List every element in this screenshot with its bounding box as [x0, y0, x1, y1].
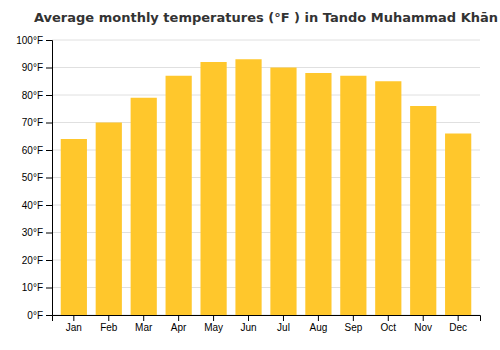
tick-mark: [73, 315, 74, 321]
bar: [200, 62, 226, 315]
axis-line: [53, 316, 481, 322]
tick-label: Mar: [135, 322, 153, 333]
axis-line: [46, 41, 53, 316]
tick: 10°F: [22, 282, 52, 293]
grid: [52, 40, 480, 315]
tick-mark: [283, 315, 284, 321]
tick-label: 60°F: [22, 145, 43, 156]
bar: [305, 73, 331, 315]
tick: Nov: [414, 315, 432, 333]
tick: Feb: [100, 315, 118, 333]
tick: Dec: [449, 315, 467, 333]
tick-mark: [46, 123, 52, 124]
tick: Jul: [277, 315, 290, 333]
tick: 50°F: [22, 172, 52, 183]
bar: [235, 59, 261, 315]
chart: 0°F 10°F 20°F 30°F 40°F 50°F 60°F 70°F 80°F 90°F 1…: [0, 0, 500, 350]
tick-label: 90°F: [22, 62, 43, 73]
tick-mark: [46, 68, 52, 69]
tick-mark: [46, 150, 52, 151]
tick: 0°F: [27, 310, 52, 321]
grid-line: [52, 67, 480, 68]
tick-mark: [318, 315, 319, 321]
tick: 90°F: [22, 62, 52, 73]
tick-label: May: [204, 322, 223, 333]
tick-mark: [458, 315, 459, 321]
tick: May: [204, 315, 223, 333]
tick-mark: [143, 315, 144, 321]
tick: 40°F: [22, 200, 52, 211]
plot-area: 0°F 10°F 20°F 30°F 40°F 50°F 60°F 70°F 80°F 90°F 1…: [16, 35, 480, 333]
tick-mark: [46, 288, 52, 289]
grid-line: [52, 40, 480, 41]
tick-label: Jun: [240, 322, 256, 333]
tick-mark: [46, 95, 52, 96]
bar: [96, 123, 122, 316]
tick: 100°F: [16, 35, 52, 46]
tick-mark: [46, 260, 52, 261]
tick-mark: [46, 178, 52, 179]
tick-label: Aug: [310, 322, 328, 333]
tick: Sep: [344, 315, 362, 333]
tick-label: Dec: [449, 322, 467, 333]
tick-label: Jul: [277, 322, 290, 333]
tick-label: 10°F: [22, 282, 43, 293]
tick-mark: [353, 315, 354, 321]
tick: 20°F: [22, 255, 52, 266]
tick-mark: [46, 205, 52, 206]
tick-label: 20°F: [22, 255, 43, 266]
tick-mark: [46, 233, 52, 234]
bar: [61, 139, 87, 315]
tick: Jan: [66, 315, 82, 333]
tick-mark: [423, 315, 424, 321]
tick-label: Jan: [66, 322, 82, 333]
tick: 30°F: [22, 227, 52, 238]
tick-mark: [108, 315, 109, 321]
tick-label: Oct: [381, 322, 397, 333]
tick: Apr: [171, 315, 187, 333]
bar: [270, 68, 296, 316]
grid-line: [52, 95, 480, 96]
bar: [375, 81, 401, 315]
tick-label: Sep: [344, 322, 362, 333]
tick-label: Nov: [414, 322, 432, 333]
tick-label: Feb: [100, 322, 118, 333]
tick-mark: [388, 315, 389, 321]
tick: Oct: [381, 315, 397, 333]
tick: 70°F: [22, 117, 52, 128]
x-axis: Jan Feb Mar Apr May Jun Jul Aug Sep Oct Nov Dec: [53, 315, 481, 333]
tick-label: 30°F: [22, 227, 43, 238]
tick-mark: [248, 315, 249, 321]
bar: [445, 134, 471, 316]
tick-label: 40°F: [22, 200, 43, 211]
tick-label: 70°F: [22, 117, 43, 128]
bar: [410, 106, 436, 315]
tick-label: 80°F: [22, 90, 43, 101]
tick: Jun: [240, 315, 256, 333]
bar: [131, 98, 157, 315]
tick-mark: [178, 315, 179, 321]
bar: [166, 76, 192, 315]
tick: Aug: [310, 315, 328, 333]
title: Average monthly temperatures (°F ) in Ta…: [34, 10, 498, 25]
bar: [340, 76, 366, 315]
tick-label: Apr: [171, 322, 187, 333]
tick: 80°F: [22, 90, 52, 101]
tick: 60°F: [22, 145, 52, 156]
tick-label: 0°F: [27, 310, 43, 321]
bars: [61, 59, 472, 315]
tick-mark: [213, 315, 214, 321]
tick-mark: [46, 315, 52, 316]
tick: Mar: [135, 315, 153, 333]
tick-label: 50°F: [22, 172, 43, 183]
tick-label: 100°F: [16, 35, 43, 46]
y-axis: 0°F 10°F 20°F 30°F 40°F 50°F 60°F 70°F 80°F 90°F 1…: [16, 35, 52, 321]
tick-mark: [46, 40, 52, 41]
